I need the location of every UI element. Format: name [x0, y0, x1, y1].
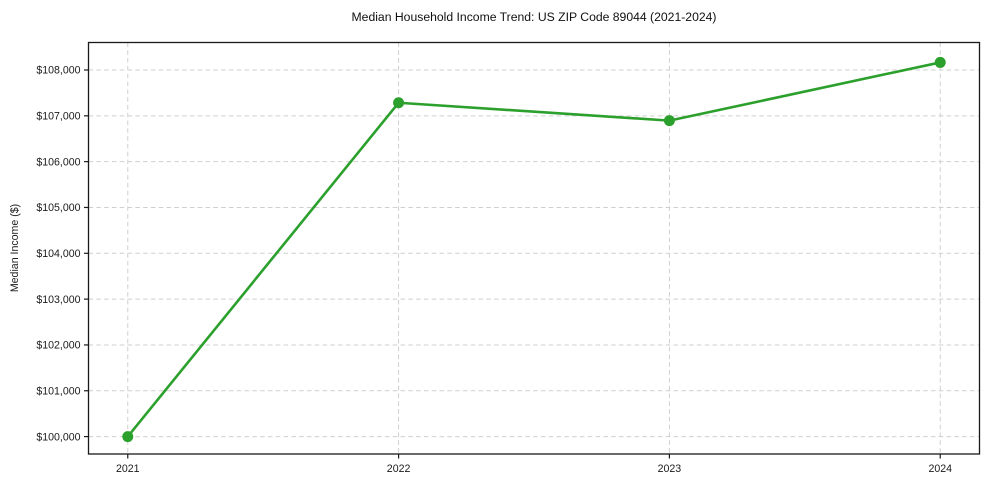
y-tick-label: $102,000 — [36, 340, 80, 352]
data-point-marker — [122, 431, 134, 443]
x-tick-label: 2021 — [116, 463, 140, 475]
y-tick-label: $103,000 — [36, 294, 80, 306]
y-tick-label: $104,000 — [36, 248, 80, 260]
y-tick-label: $105,000 — [36, 202, 80, 214]
data-point-marker — [663, 115, 675, 127]
data-point-marker — [934, 56, 946, 68]
chart-title: Median Household Income Trend: US ZIP Co… — [351, 10, 717, 24]
y-tick-label: $106,000 — [36, 156, 80, 168]
x-tick-label: 2023 — [658, 463, 682, 475]
y-tick-label: $107,000 — [36, 111, 80, 123]
trend-line — [126, 61, 942, 438]
x-tick-label: 2022 — [387, 463, 411, 475]
y-tick-label: $108,000 — [36, 65, 80, 77]
data-point-marker — [393, 97, 405, 109]
x-tick-label: 2024 — [928, 463, 952, 475]
axes-spines — [87, 41, 981, 455]
y-tick-label: $100,000 — [36, 431, 80, 443]
y-tick-label: $101,000 — [36, 385, 80, 397]
